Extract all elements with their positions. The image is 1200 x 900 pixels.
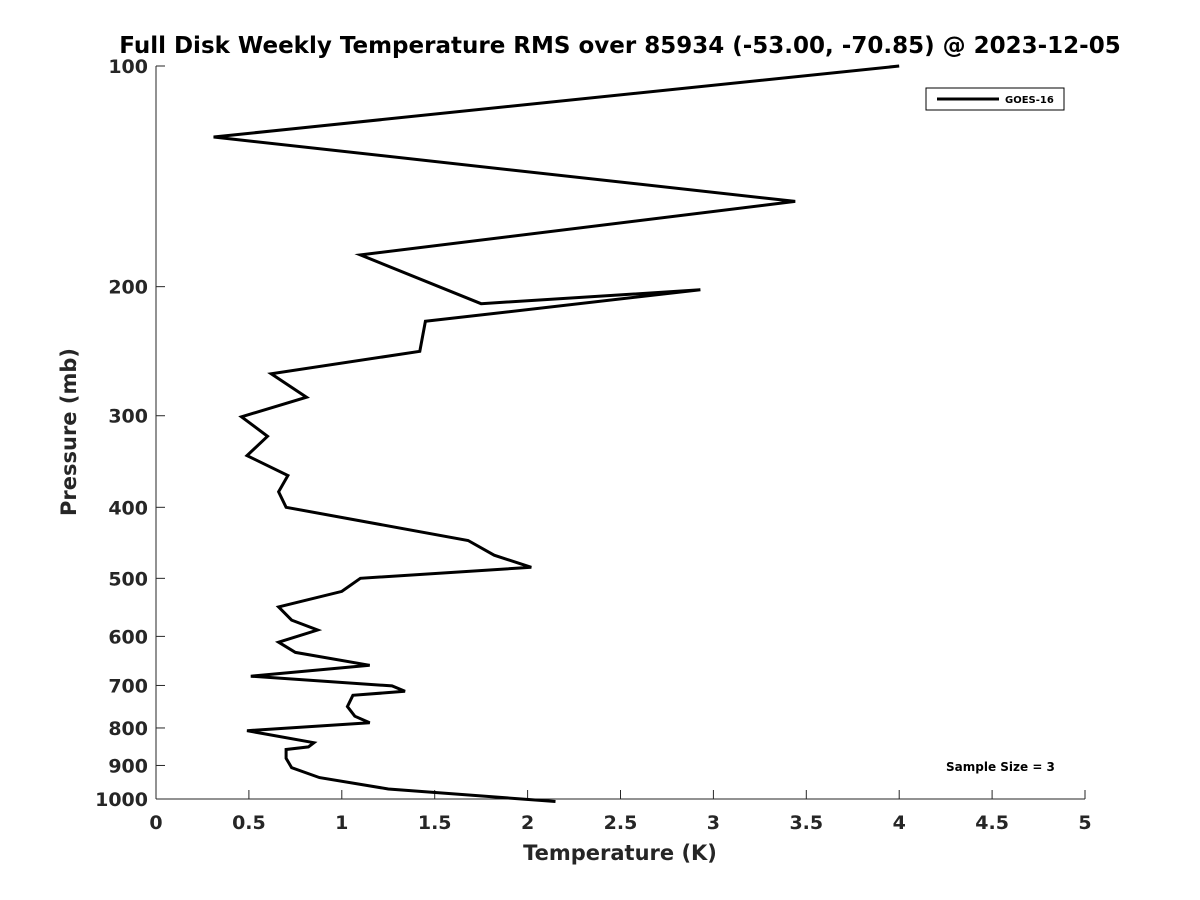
y-ticks: 100 200 300 400 500 600 700 800 900 1000 [95, 56, 165, 811]
x-tick-label: 3.5 [789, 812, 823, 834]
chart-title: Full Disk Weekly Temperature RMS over 85… [119, 33, 1121, 59]
y-tick-label: 600 [108, 626, 148, 648]
y-tick-label: 100 [108, 56, 148, 78]
y-tick-label: 500 [108, 568, 148, 590]
x-tick-label: 3 [707, 812, 720, 834]
sample-size-annotation: Sample Size = 3 [946, 760, 1055, 774]
x-tick-label: 2 [521, 812, 534, 834]
series-layer [213, 64, 900, 803]
y-tick-label: 1000 [95, 789, 148, 811]
y-tick-label: 300 [108, 406, 148, 428]
y-tick-label: 200 [108, 277, 148, 299]
x-tick-label: 2.5 [604, 812, 638, 834]
y-tick-label: 800 [108, 718, 148, 740]
y-tick-label: 900 [108, 755, 148, 777]
legend-label: GOES-16 [1005, 95, 1054, 106]
y-tick-label: 700 [108, 675, 148, 697]
y-tick-label: 400 [108, 497, 148, 519]
x-tick-label: 1 [335, 812, 348, 834]
x-tick-label: 4.5 [975, 812, 1009, 834]
x-tick-label: 4 [893, 812, 906, 834]
x-tick-label: 1.5 [418, 812, 452, 834]
y-axis-label: Pressure (mb) [57, 348, 81, 516]
x-tick-label: 0 [149, 812, 162, 834]
legend: GOES-16 [925, 87, 1065, 111]
x-ticks: 0 0.5 1 1.5 2 2.5 3 3.5 4 4.5 5 [149, 790, 1092, 834]
x-tick-label: 5 [1078, 812, 1091, 834]
series-line-goes-16 [213, 64, 900, 803]
x-tick-label: 0.5 [232, 812, 266, 834]
x-axis-label: Temperature (K) [523, 841, 717, 865]
